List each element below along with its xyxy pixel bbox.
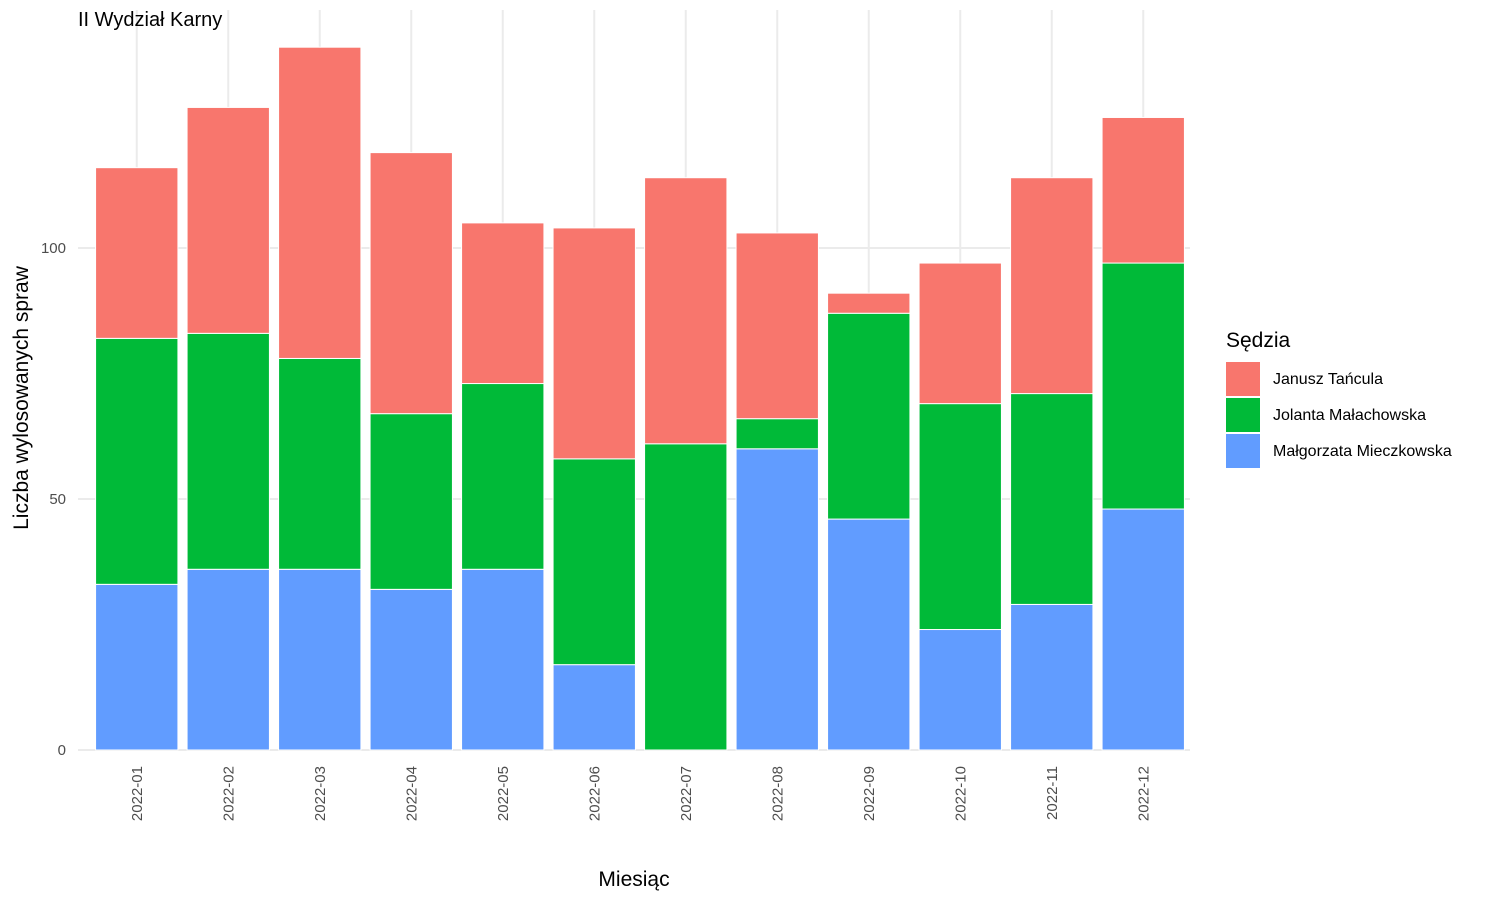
y-axis-title: Liczba wylosowanych spraw — [10, 265, 33, 530]
legend: Sędzia Janusz Tańcula Jolanta Małachowska… — [1226, 329, 1452, 468]
legend-items: Janusz Tańcula Jolanta Małachowska Małgorz… — [1226, 362, 1452, 468]
x-tick-label: 2022-01 — [129, 766, 146, 821]
bar-segment — [918, 403, 1002, 631]
x-tick-label: 2022-08 — [769, 766, 786, 821]
bar-segment — [827, 312, 911, 520]
bar-segment — [735, 448, 819, 751]
y-tick-label: 50 — [49, 491, 66, 508]
legend-key — [1226, 434, 1260, 468]
bar-segment — [278, 357, 362, 570]
x-axis-ticks: 2022-01 2022-02 2022-03 2022-04 2022-05 2022-… — [129, 766, 1153, 821]
bar-segment — [1010, 177, 1094, 395]
bar-segment — [552, 227, 636, 460]
bar-segment — [1101, 508, 1185, 751]
bar-segment — [369, 413, 453, 590]
bar-segment — [95, 167, 179, 339]
x-tick-label: 2022-07 — [678, 766, 695, 821]
bar-segment — [735, 418, 819, 450]
bar-segment — [278, 46, 362, 359]
bars — [95, 46, 1185, 751]
bar-segment — [552, 664, 636, 751]
x-tick-label: 2022-10 — [952, 766, 969, 821]
bar-segment — [735, 232, 819, 420]
y-tick-label: 100 — [41, 240, 66, 257]
bar-segment — [369, 588, 453, 751]
x-tick-label: 2022-06 — [586, 766, 603, 821]
bar-segment — [827, 518, 911, 751]
bar-segment — [278, 568, 362, 751]
bar-segment — [95, 337, 179, 585]
legend-label: Małgorzata Mieczkowska — [1273, 443, 1452, 460]
x-tick-label: 2022-03 — [312, 766, 329, 821]
bar-segment — [918, 629, 1002, 751]
bar-segment — [461, 222, 545, 385]
bar-segment — [461, 568, 545, 751]
bar-segment — [461, 383, 545, 570]
bar-segment — [918, 262, 1002, 405]
bar-segment — [369, 152, 453, 415]
bar-segment — [186, 106, 270, 334]
bar-segment — [1010, 393, 1094, 605]
x-axis-title: Miesiąc — [598, 868, 669, 891]
chart-title: II Wydział Karny — [78, 9, 222, 31]
bar-segment — [95, 583, 179, 751]
bar-segment — [186, 332, 270, 570]
bar-segment — [1101, 262, 1185, 510]
legend-label: Jolanta Małachowska — [1273, 407, 1426, 424]
legend-label: Janusz Tańcula — [1273, 371, 1383, 388]
bar-segment — [552, 458, 636, 666]
x-tick-label: 2022-05 — [495, 766, 512, 821]
legend-key — [1226, 362, 1260, 396]
bar-segment — [644, 443, 728, 751]
legend-key — [1226, 398, 1260, 432]
bar-segment — [186, 568, 270, 751]
x-tick-label: 2022-04 — [403, 766, 420, 821]
y-axis-ticks: 0 50 100 — [41, 240, 66, 759]
bar-segment — [1101, 116, 1185, 264]
x-tick-label: 2022-11 — [1044, 766, 1061, 820]
x-tick-label: 2022-02 — [220, 766, 237, 821]
bar-segment — [827, 292, 911, 314]
legend-title: Sędzia — [1226, 329, 1291, 352]
y-tick-label: 0 — [58, 742, 66, 759]
x-tick-label: 2022-09 — [861, 766, 878, 821]
bar-segment — [1010, 603, 1094, 751]
bar-segment — [644, 177, 728, 445]
x-tick-label: 2022-12 — [1135, 766, 1152, 821]
